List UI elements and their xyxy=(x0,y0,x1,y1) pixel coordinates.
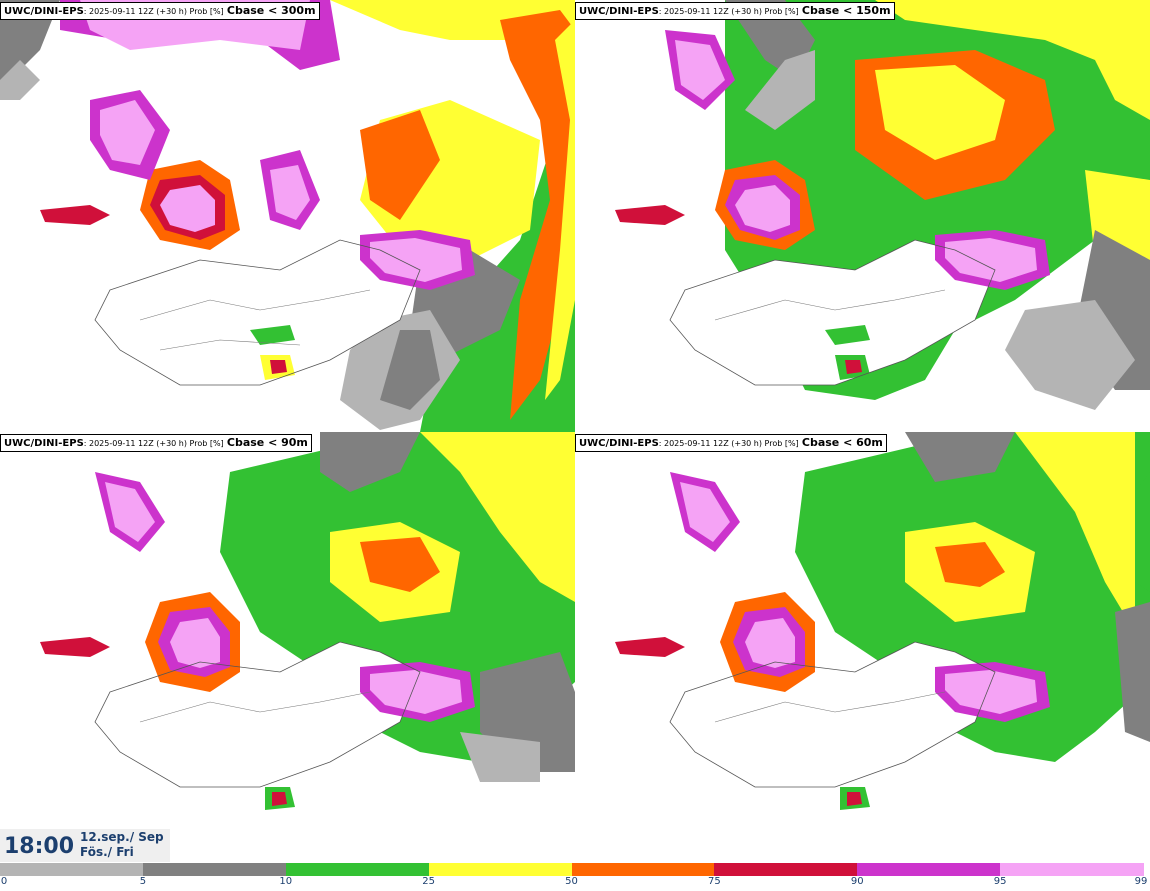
colorbar-tick-label: 95 xyxy=(993,876,1007,887)
colorbar-segment xyxy=(1000,863,1144,876)
map-panel-cbase-150: UWC/DINI-EPS: 2025-09-11 12Z (+30 h) Pro… xyxy=(575,0,1150,432)
probability-map xyxy=(0,0,575,432)
map-panel-cbase-300: UWC/DINI-EPS: 2025-09-11 12Z (+30 h) Pro… xyxy=(0,0,575,432)
valid-time-box: 18:00 12.sep./ Sep Fös./ Fri xyxy=(0,829,170,862)
colorbar-tick-label: 90 xyxy=(850,876,864,887)
probability-map xyxy=(615,0,1150,410)
colorbar-tick-label: 25 xyxy=(422,876,435,887)
colorbar-segment xyxy=(571,863,715,876)
colorbar-segment xyxy=(142,863,287,876)
colorbar-tick-label: 75 xyxy=(708,876,721,887)
colorbar-segment xyxy=(428,863,572,876)
probability-map xyxy=(40,432,575,810)
valid-date: 12.sep./ Sep xyxy=(80,830,164,844)
colorbar-tick-label: 10 xyxy=(279,876,293,887)
colorbar-segment xyxy=(714,863,858,876)
map-panel-cbase-60: UWC/DINI-EPS: 2025-09-11 12Z (+30 h) Pro… xyxy=(575,432,1150,864)
panel-title: UWC/DINI-EPS: 2025-09-11 12Z (+30 h) Pro… xyxy=(575,434,887,452)
colorbar-segment xyxy=(857,863,1001,876)
colorbar-segment xyxy=(0,863,144,876)
map-panel-cbase-90: UWC/DINI-EPS: 2025-09-11 12Z (+30 h) Pro… xyxy=(0,432,575,864)
colorbar-tick-label: 5 xyxy=(139,876,147,887)
panel-title: UWC/DINI-EPS: 2025-09-11 12Z (+30 h) Pro… xyxy=(0,434,312,452)
colorbar-tick-label: 50 xyxy=(565,876,578,887)
colorbar-tick-label: 0 xyxy=(0,876,8,887)
colorbar-segment xyxy=(285,863,430,876)
panel-title: UWC/DINI-EPS: 2025-09-11 12Z (+30 h) Pro… xyxy=(0,2,320,20)
probability-map xyxy=(615,432,1150,810)
colorbar-tick-label: 99 xyxy=(1134,876,1148,887)
panel-title: UWC/DINI-EPS: 2025-09-11 12Z (+30 h) Pro… xyxy=(575,2,895,20)
valid-time: 18:00 xyxy=(4,834,75,859)
colorbar xyxy=(0,863,1150,876)
valid-weekday: Fös./ Fri xyxy=(80,845,134,859)
